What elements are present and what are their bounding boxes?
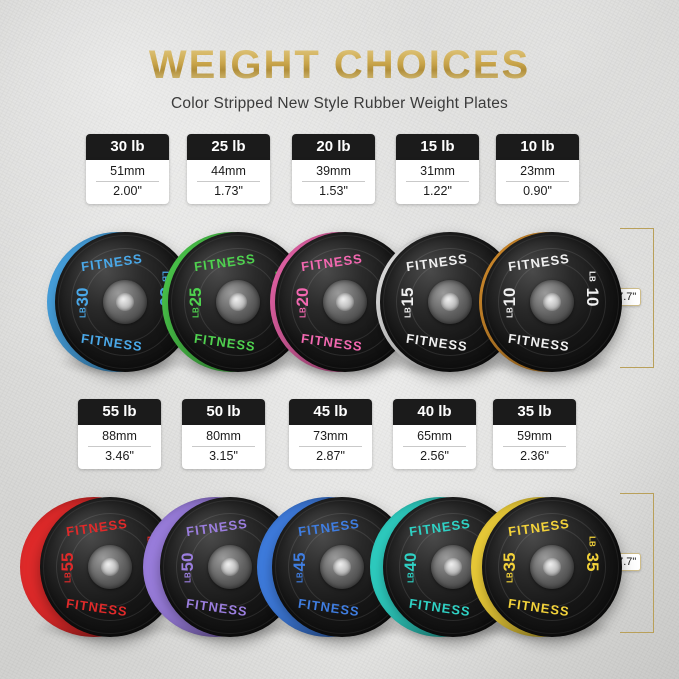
spec-card-40lb: 40 lb 65mm 2.56"	[393, 399, 476, 469]
spec-card-55lb: 55 lb 88mm 3.46"	[78, 399, 161, 469]
divider	[406, 180, 469, 182]
spec-thickness-mm: 23mm	[520, 164, 555, 178]
divider	[197, 180, 260, 182]
spec-weight: 10 lb	[496, 134, 579, 160]
weight-plate-15lb: 15 LB 15 LB FITNESS FITNESS	[370, 232, 520, 376]
spec-thickness-mm: 73mm	[313, 429, 348, 443]
divider	[302, 180, 365, 182]
spec-weight: 35 lb	[493, 399, 576, 425]
spec-thickness-mm: 88mm	[102, 429, 137, 443]
spec-weight: 45 lb	[289, 399, 372, 425]
plate-lb-unit-mirror: LB	[587, 536, 597, 547]
spec-thickness-mm: 51mm	[110, 164, 145, 178]
divider	[192, 445, 255, 447]
page-subtitle: Color Stripped New Style Rubber Weight P…	[171, 95, 508, 112]
spec-weight: 25 lb	[187, 134, 270, 160]
weight-plate-35lb: 35 LB 35 LB FITNESS FITNESS	[462, 497, 622, 641]
spec-weight: 50 lb	[182, 399, 265, 425]
spec-thickness-mm: 65mm	[417, 429, 452, 443]
spec-thickness-in: 1.22"	[423, 183, 452, 198]
spec-thickness-mm: 39mm	[316, 164, 351, 178]
plate-lb-unit: LB	[406, 572, 416, 583]
plate-lb-unit: LB	[191, 307, 201, 318]
spec-card-35lb: 35 lb 59mm 2.36"	[493, 399, 576, 469]
spec-weight: 55 lb	[78, 399, 161, 425]
plate-lb-unit: LB	[295, 572, 305, 583]
divider	[503, 445, 566, 447]
spec-weight: 30 lb	[86, 134, 169, 160]
spec-card-20lb: 20 lb 39mm 1.53"	[292, 134, 375, 204]
spec-thickness-mm: 31mm	[420, 164, 455, 178]
divider	[403, 445, 466, 447]
divider	[96, 180, 159, 182]
spec-thickness-in: 1.73"	[214, 183, 243, 198]
plate-lb-unit: LB	[298, 307, 308, 318]
weight-plate-10lb: 10 LB 10 LB FITNESS FITNESS	[472, 232, 622, 376]
spec-thickness-mm: 59mm	[517, 429, 552, 443]
divider	[506, 180, 569, 182]
spec-thickness-in: 3.15"	[209, 448, 238, 463]
plate-lb-unit: LB	[183, 572, 193, 583]
spec-thickness-in: 0.90"	[523, 183, 552, 198]
plate-lb-unit: LB	[505, 307, 515, 318]
plate-lb-unit: LB	[63, 572, 73, 583]
plate-lb-unit: LB	[403, 307, 413, 318]
spec-thickness-in: 2.36"	[520, 448, 549, 463]
divider	[299, 445, 362, 447]
spec-card-50lb: 50 lb 80mm 3.15"	[182, 399, 265, 469]
spec-card-30lb: 30 lb 51mm 2.00"	[86, 134, 169, 204]
spec-card-45lb: 45 lb 73mm 2.87"	[289, 399, 372, 469]
divider	[88, 445, 151, 447]
spec-thickness-in: 2.56"	[420, 448, 449, 463]
spec-weight: 15 lb	[396, 134, 479, 160]
plate-lb-unit: LB	[78, 307, 88, 318]
spec-card-15lb: 15 lb 31mm 1.22"	[396, 134, 479, 204]
spec-thickness-mm: 80mm	[206, 429, 241, 443]
page-title: WEIGHT CHOICES	[0, 43, 679, 88]
weight-plate-50lb: 50 LB 50 LB FITNESS FITNESS	[140, 497, 300, 641]
spec-thickness-mm: 44mm	[211, 164, 246, 178]
spec-card-10lb: 10 lb 23mm 0.90"	[496, 134, 579, 204]
plate-lb-unit-mirror: LB	[587, 271, 597, 282]
spec-weight: 20 lb	[292, 134, 375, 160]
spec-weight: 40 lb	[393, 399, 476, 425]
spec-thickness-in: 1.53"	[319, 183, 348, 198]
spec-thickness-in: 3.46"	[105, 448, 134, 463]
spec-thickness-in: 2.00"	[113, 183, 142, 198]
weight-plate-25lb: 25 LB 25 LB FITNESS FITNESS	[158, 232, 308, 376]
spec-thickness-in: 2.87"	[316, 448, 345, 463]
spec-card-25lb: 25 lb 44mm 1.73"	[187, 134, 270, 204]
plate-lb-unit: LB	[505, 572, 515, 583]
